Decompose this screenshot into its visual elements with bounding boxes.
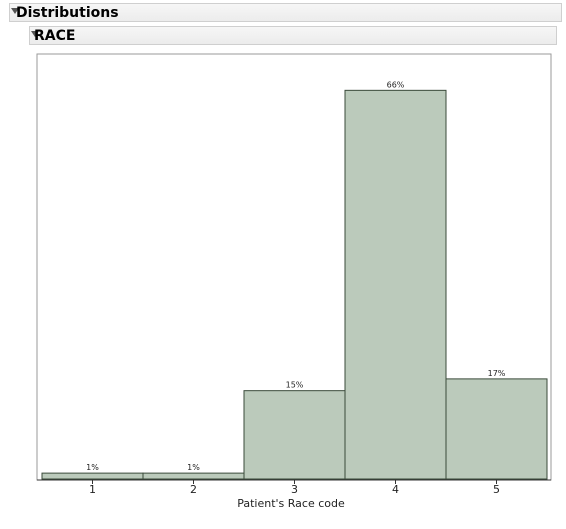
bars-group bbox=[41, 89, 548, 480]
x-tick-label-1: 1 bbox=[89, 483, 96, 496]
x-tick-label-2: 2 bbox=[190, 483, 197, 496]
race-section-header[interactable]: RACE bbox=[29, 26, 557, 45]
value-labels-group: 1% 1% 15% 66% 17% bbox=[86, 80, 506, 472]
distributions-title: Distributions bbox=[16, 5, 119, 21]
value-label-1: 1% bbox=[86, 463, 99, 472]
bar-4 bbox=[344, 89, 447, 480]
collapse-triangle-icon[interactable] bbox=[31, 31, 39, 37]
x-tick-label-5: 5 bbox=[493, 483, 500, 496]
x-axis-label: Patient's Race code bbox=[237, 497, 345, 510]
x-ticks-group: 1 2 3 4 5 bbox=[89, 480, 500, 496]
value-label-2: 1% bbox=[187, 463, 200, 472]
value-label-4: 66% bbox=[387, 80, 405, 89]
bar-3 bbox=[243, 390, 346, 480]
bar-1 bbox=[41, 472, 144, 480]
collapse-triangle-icon[interactable] bbox=[11, 8, 19, 14]
bar-5 bbox=[445, 378, 548, 480]
value-label-5: 17% bbox=[488, 369, 506, 378]
race-section-title: RACE bbox=[34, 28, 76, 44]
distributions-header[interactable]: Distributions bbox=[9, 3, 562, 22]
value-label-3: 15% bbox=[286, 381, 304, 390]
bar-2 bbox=[142, 472, 245, 480]
x-tick-label-3: 3 bbox=[291, 483, 298, 496]
x-tick-label-4: 4 bbox=[392, 483, 399, 496]
